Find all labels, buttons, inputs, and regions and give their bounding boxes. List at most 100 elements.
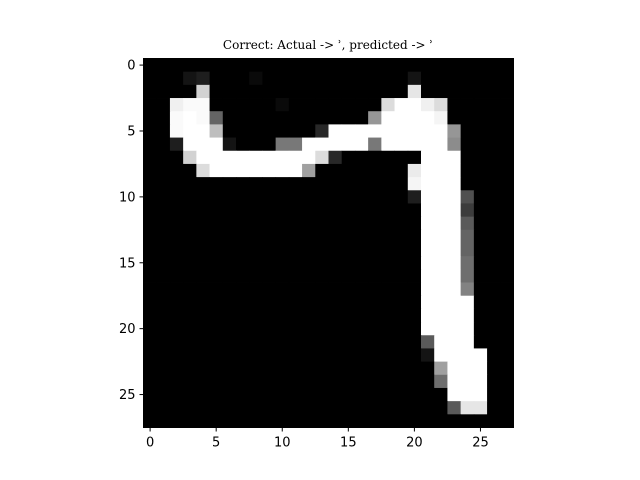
pixel-cell: [394, 216, 409, 231]
pixel-cell: [421, 58, 435, 73]
pixel-cell: [460, 177, 475, 191]
pixel-cell: [315, 348, 329, 363]
pixel-cell: [156, 387, 171, 402]
pixel-cell: [354, 58, 369, 73]
pixel-cell: [407, 84, 422, 99]
pixel-cell: [500, 243, 514, 257]
pixel-cell: [354, 256, 369, 270]
pixel-cell: [143, 98, 158, 112]
pixel-cell: [368, 335, 382, 349]
pixel-cell: [315, 163, 329, 178]
pixel-cell: [209, 58, 224, 73]
pixel-cell: [249, 322, 263, 336]
pixel-cell: [315, 308, 329, 323]
pixel-cell: [328, 216, 343, 231]
pixel-cell: [447, 190, 462, 204]
pixel-cell: [222, 163, 237, 178]
pixel-cell: [407, 243, 422, 257]
pixel-cell: [183, 387, 197, 402]
pixel-cell: [169, 322, 184, 336]
pixel-cell: [196, 282, 210, 297]
pixel-cell: [262, 361, 277, 376]
pixel-cell: [460, 361, 475, 376]
pixel-cell: [315, 243, 329, 257]
pixel-cell: [500, 111, 514, 125]
pixel-cell: [288, 322, 303, 336]
pixel-cell: [262, 150, 277, 165]
pixel-cell: [407, 387, 422, 402]
pixel-cell: [315, 150, 329, 165]
pixel-cell: [143, 295, 158, 310]
pixel-cell: [473, 243, 488, 257]
pixel-cell: [222, 84, 237, 99]
pixel-cell: [341, 335, 356, 349]
pixel-cell: [275, 269, 290, 283]
pixel-cell: [381, 348, 395, 363]
pixel-cell: [288, 335, 303, 349]
pixel-cell: [156, 71, 171, 86]
pixel-cell: [500, 335, 514, 349]
pixel-cell: [381, 401, 395, 415]
pixel-cell: [368, 216, 382, 231]
pixel-grid: [143, 58, 514, 428]
pixel-cell: [487, 295, 501, 310]
pixel-cell: [222, 256, 237, 270]
pixel-cell: [275, 256, 290, 270]
pixel-cell: [222, 414, 237, 428]
pixel-cell: [262, 374, 277, 389]
pixel-cell: [394, 414, 409, 428]
pixel-cell: [421, 256, 435, 270]
pixel-cell: [487, 216, 501, 231]
pixel-cell: [262, 256, 277, 270]
pixel-cell: [302, 216, 316, 231]
pixel-cell: [236, 163, 250, 178]
pixel-cell: [447, 216, 462, 231]
x-tick-label: 20: [406, 436, 423, 451]
pixel-cell: [354, 216, 369, 231]
pixel-cell: [381, 387, 395, 402]
pixel-cell: [143, 150, 158, 165]
pixel-cell: [156, 308, 171, 323]
pixel-cell: [143, 374, 158, 389]
pixel-cell: [183, 361, 197, 376]
pixel-cell: [262, 190, 277, 204]
pixel-cell: [315, 401, 329, 415]
pixel-cell: [169, 256, 184, 270]
pixel-cell: [341, 401, 356, 415]
pixel-cell: [209, 177, 224, 191]
pixel-cell: [236, 137, 250, 152]
pixel-cell: [394, 387, 409, 402]
pixel-cell: [447, 71, 462, 86]
pixel-cell: [460, 414, 475, 428]
pixel-cell: [143, 401, 158, 415]
pixel-cell: [262, 71, 277, 86]
pixel-cell: [288, 348, 303, 363]
pixel-cell: [262, 295, 277, 310]
pixel-cell: [381, 190, 395, 204]
pixel-cell: [315, 335, 329, 349]
pixel-cell: [222, 361, 237, 376]
pixel-cell: [302, 111, 316, 125]
pixel-cell: [288, 111, 303, 125]
pixel-cell: [222, 177, 237, 191]
pixel-cell: [275, 98, 290, 112]
pixel-cell: [407, 308, 422, 323]
pixel-cell: [302, 124, 316, 138]
pixel-cell: [381, 361, 395, 376]
pixel-cell: [341, 124, 356, 138]
pixel-cell: [473, 137, 488, 152]
pixel-cell: [169, 401, 184, 415]
pixel-cell: [196, 190, 210, 204]
pixel-cell: [196, 322, 210, 336]
pixel-cell: [156, 348, 171, 363]
pixel-cell: [249, 282, 263, 297]
pixel-cell: [275, 177, 290, 191]
pixel-cell: [447, 243, 462, 257]
pixel-cell: [421, 243, 435, 257]
pixel-cell: [262, 282, 277, 297]
pixel-cell: [209, 124, 224, 138]
pixel-cell: [473, 401, 488, 415]
pixel-cell: [209, 256, 224, 270]
pixel-cell: [249, 256, 263, 270]
pixel-cell: [368, 137, 382, 152]
